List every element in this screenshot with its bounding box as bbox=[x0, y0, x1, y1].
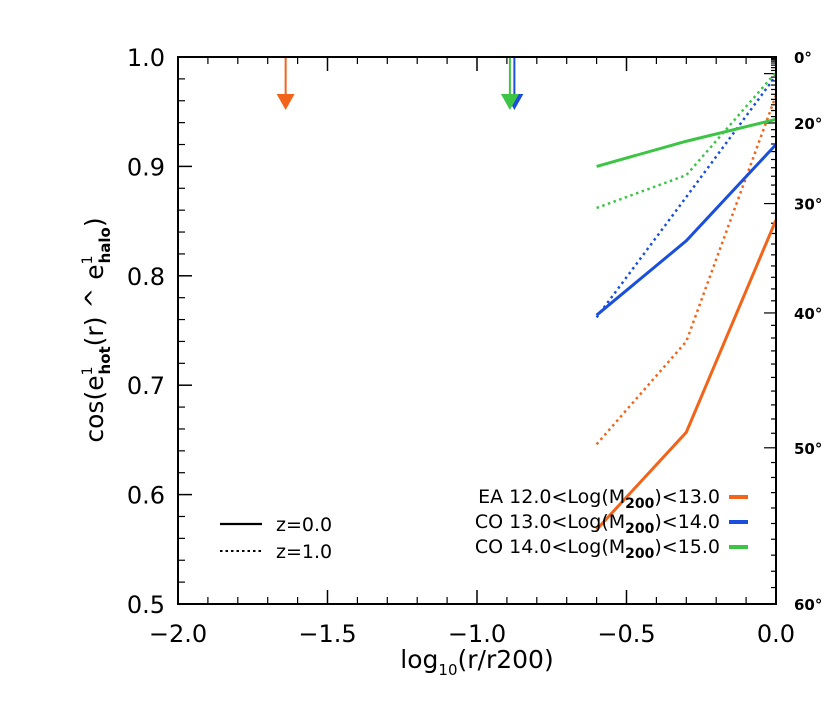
arrow-head bbox=[500, 94, 519, 110]
series-CO14-dotted-line bbox=[596, 71, 777, 210]
right-axis-label: 50° bbox=[794, 440, 822, 458]
y-tick-label: 1.0 bbox=[127, 44, 165, 72]
series-CO13-solid-line bbox=[595, 143, 778, 317]
y-tick-label: 0.8 bbox=[127, 263, 165, 291]
series-CO14-solid-line bbox=[596, 117, 777, 168]
series-EA-dotted-line bbox=[595, 94, 778, 446]
y-tick-label: 0.5 bbox=[127, 591, 165, 619]
legend-mass-label: EA 12.0<Log(M200)<13.0 bbox=[478, 486, 720, 512]
y-tick-label: 0.6 bbox=[127, 482, 165, 510]
legend: z=0.0 z=1.0 EA 12.0<Log(M200)<13.0CO 13.0<… bbox=[220, 486, 748, 563]
x-tick-label: −1.5 bbox=[298, 620, 356, 648]
legend-label: z=0.0 bbox=[276, 514, 332, 536]
series-EA-solid-line bbox=[595, 219, 778, 531]
x-tick-label: −2.0 bbox=[149, 620, 207, 648]
legend-mass-label: CO 13.0<Log(M200)<14.0 bbox=[475, 511, 720, 537]
y-tick-label: 0.9 bbox=[127, 153, 165, 181]
x-tick-label: 0.0 bbox=[757, 620, 795, 648]
tick-labels: −2.0 −1.5 −1.0 −0.5 0.0 0.5 0.6 0.7 0.8 0.9 1.0 0° 2… bbox=[127, 44, 823, 648]
right-axis-label: 40° bbox=[794, 305, 822, 323]
right-axis-label: 30° bbox=[794, 196, 822, 214]
y-tick-label: 0.7 bbox=[127, 372, 165, 400]
arrow-markers bbox=[276, 57, 524, 110]
right-axis-label: 60° bbox=[794, 596, 822, 614]
data-series bbox=[595, 71, 778, 531]
x-axis-label: log10(r/r200) bbox=[400, 645, 553, 679]
legend-mass-label: CO 14.0<Log(M200)<15.0 bbox=[475, 536, 720, 562]
plot-frame bbox=[177, 56, 777, 605]
arrow-head bbox=[276, 94, 295, 110]
legend-label: z=1.0 bbox=[276, 541, 332, 563]
x-tick-label: −1.0 bbox=[448, 620, 506, 648]
series-CO13-dotted-line bbox=[595, 74, 778, 319]
right-axis-label: 0° bbox=[794, 49, 812, 67]
y-axis-label: cos(e1hot(r) ^ e1halo) bbox=[80, 217, 114, 442]
right-axis-label: 20° bbox=[794, 115, 822, 133]
x-tick-label: −0.5 bbox=[597, 620, 655, 648]
